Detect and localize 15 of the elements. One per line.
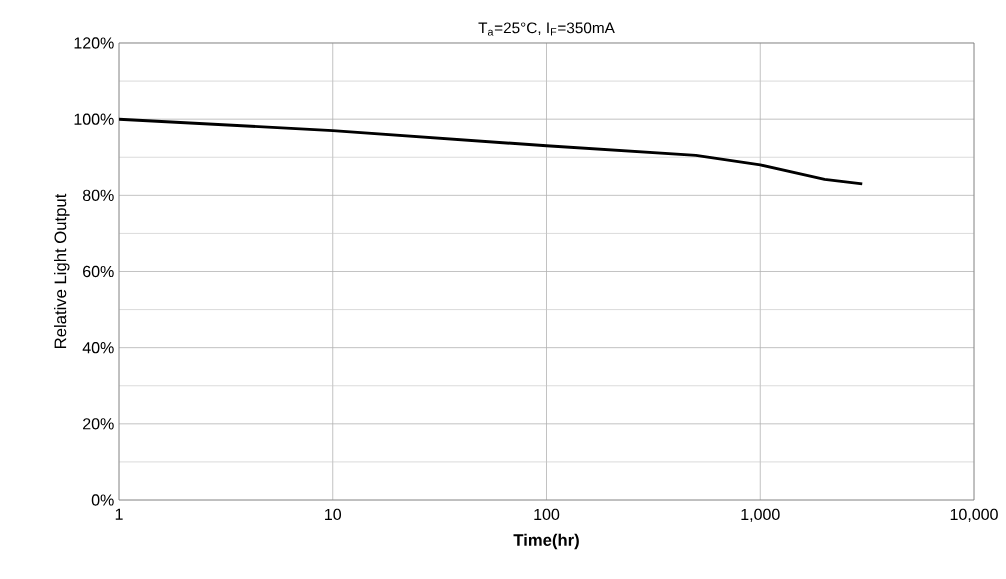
x-tick-label: 10 <box>325 508 342 521</box>
y-tick-label: 20% <box>83 418 114 430</box>
y-tick-label: 120% <box>74 37 114 49</box>
x-tick-label: 1,000 <box>741 508 780 522</box>
x-axis-title: Time(hr) <box>513 533 579 550</box>
chart-title: T$_{a}$=25°C, I$_{F}$=350mA <box>478 22 615 36</box>
x-tick-label: 1 <box>115 508 123 520</box>
y-axis-title: Relative Light Output <box>54 193 70 348</box>
y-tick-label: 80% <box>82 189 114 201</box>
y-tick-label: 60% <box>83 265 114 278</box>
x-tick-label: 100 <box>534 508 560 521</box>
y-tick-label: 0% <box>91 494 114 506</box>
x-tick-label: 10,000 <box>950 508 998 522</box>
y-tick-label: 40% <box>82 342 114 354</box>
y-tick-label: 100% <box>74 113 114 125</box>
